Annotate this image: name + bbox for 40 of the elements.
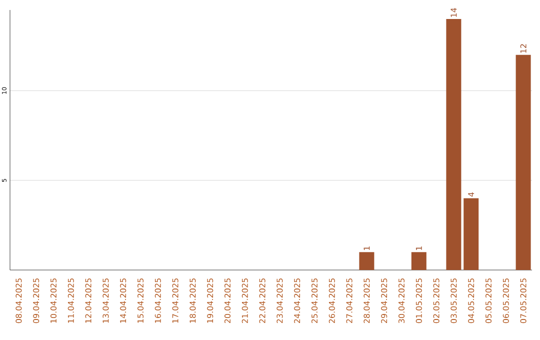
bar xyxy=(464,198,479,270)
bar xyxy=(446,18,462,270)
x-tick-label: 16.04.2025 xyxy=(154,278,161,323)
data-label: 14 xyxy=(450,8,457,17)
x-tick-label: 05.05.2025 xyxy=(485,278,492,324)
x-tick-label: 06.05.2025 xyxy=(502,278,509,324)
x-tick-label: 04.05.2025 xyxy=(468,278,474,324)
x-tick-label: 29.04.2025 xyxy=(381,278,388,324)
x-tick-label: 23.04.2025 xyxy=(276,278,283,324)
x-tick-label: 07.05.2025 xyxy=(520,278,526,324)
x-tick-label: 11.04.2025 xyxy=(68,278,74,323)
x-tick-label: 26.04.2025 xyxy=(328,278,335,324)
x-tick-label: 24.04.2025 xyxy=(294,278,300,324)
x-tick-label: 02.05.2025 xyxy=(433,278,440,324)
data-label: 12 xyxy=(520,44,526,53)
x-tick-label: 10.04.2025 xyxy=(50,278,57,323)
data-label: 1 xyxy=(416,246,422,250)
x-tick-label: 20.04.2025 xyxy=(224,278,231,324)
bar xyxy=(411,252,426,270)
x-tick-label: 09.04.2025 xyxy=(33,278,40,324)
x-tick-label: 22.04.2025 xyxy=(259,278,266,324)
bar xyxy=(359,252,374,270)
x-tick-label: 25.04.2025 xyxy=(311,278,318,324)
x-tick-label: 15.04.2025 xyxy=(137,278,144,323)
x-tick-label: 28.04.2025 xyxy=(364,278,370,324)
x-tick-label: 13.04.2025 xyxy=(102,278,109,323)
x-tick-label: 19.04.2025 xyxy=(207,278,214,323)
x-tick-label: 17.04.2025 xyxy=(172,278,178,323)
x-tick-label: 30.04.2025 xyxy=(398,278,405,323)
x-tick-label: 14.04.2025 xyxy=(120,278,126,323)
x-tick-label: 01.05.2025 xyxy=(416,278,422,324)
data-label: 4 xyxy=(468,192,474,197)
x-tick-label: 12.04.2025 xyxy=(85,278,92,323)
x-tick-label: 27.04.2025 xyxy=(346,278,352,324)
x-tick-label: 18.04.2025 xyxy=(190,278,196,323)
x-tick-label: 03.05.2025 xyxy=(450,278,457,324)
bar xyxy=(516,54,531,270)
data-label: 1 xyxy=(364,246,370,250)
x-tick-label: 21.04.2025 xyxy=(242,278,248,324)
x-tick-label: 08.04.2025 xyxy=(16,278,22,324)
